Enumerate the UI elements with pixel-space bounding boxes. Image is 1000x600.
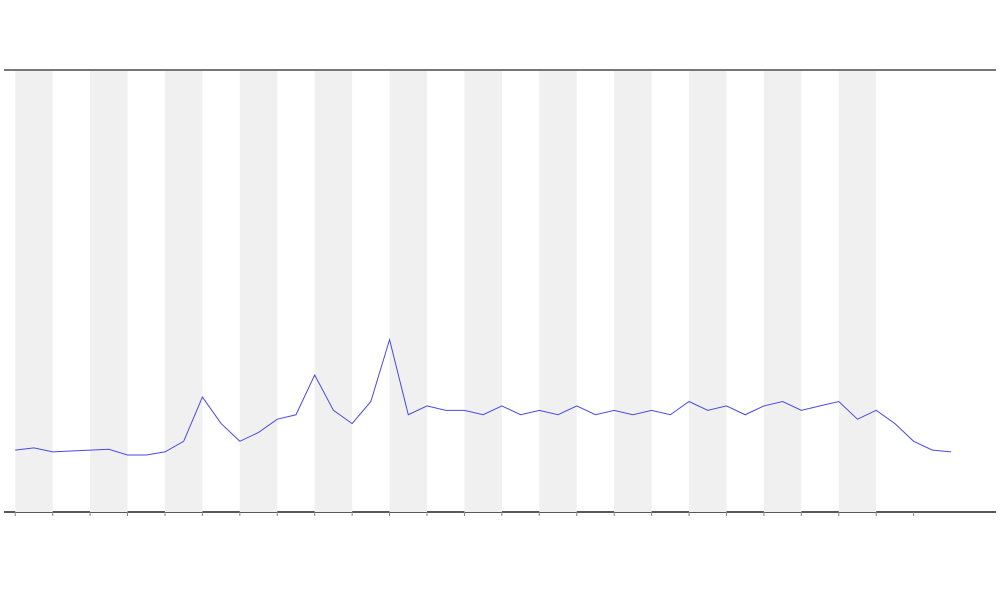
- shaded-band: [314, 71, 353, 512]
- shaded-band: [90, 71, 128, 512]
- shaded-band: [539, 71, 577, 512]
- shaded-band: [464, 71, 502, 512]
- line-series: [15, 337, 952, 456]
- shaded-band: [838, 71, 877, 512]
- shaded-band: [689, 71, 727, 512]
- shaded-band: [763, 71, 802, 512]
- shaded-band: [389, 71, 428, 512]
- shaded-band: [614, 71, 652, 512]
- shaded-band: [15, 71, 53, 512]
- shaded-band: [164, 71, 203, 512]
- shaded-band: [239, 71, 278, 512]
